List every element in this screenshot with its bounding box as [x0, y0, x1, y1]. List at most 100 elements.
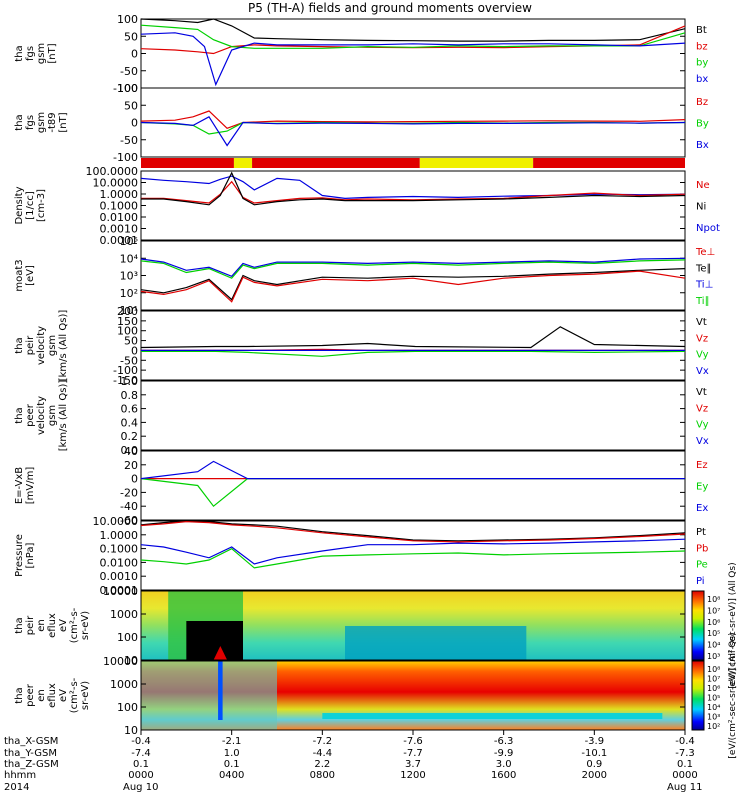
time-axis-row-label: 2014: [4, 782, 29, 793]
y-axis-label: [eV]: [25, 265, 36, 286]
legend-label: Vt: [696, 387, 707, 398]
series-line: [140, 257, 686, 278]
y-axis-label: eV: [58, 689, 69, 702]
legend-label: Vy: [696, 420, 709, 431]
panel-6: 1.00.80.60.40.20.0 tha peer velocity gsm [km/…: [14, 375, 709, 457]
spectrogram-fill: [213, 646, 228, 660]
mode-segment: [141, 158, 234, 168]
x-tick-label: 3.7: [405, 759, 421, 770]
y-tick-label: 100: [117, 325, 138, 338]
legend-label: Te∥: [695, 263, 712, 274]
panel-3: 100.000010.00001.00000.10000.01000.00100…: [14, 165, 720, 247]
legend-label: By: [696, 119, 709, 130]
y-tick-label: 0.0100: [100, 211, 139, 224]
x-tick-label: -0.4: [131, 736, 151, 747]
colorbar-tick-label: 10³: [707, 652, 720, 661]
y-axis-label: en: [36, 689, 47, 702]
y-tick-label: 10¹: [120, 304, 138, 317]
series-line: [140, 520, 686, 543]
y-axis-label: moat3: [14, 259, 25, 291]
y-axis-label: sr-eV): [80, 611, 91, 640]
y-tick-label: 0.0010: [100, 570, 139, 583]
y-tick-label: 150: [117, 315, 138, 328]
panel-frame: [140, 590, 686, 661]
series-line: [140, 478, 685, 508]
series-line: [141, 180, 686, 204]
y-tick-label: 0: [131, 473, 138, 486]
legend-label: Ne: [696, 180, 710, 191]
colorbar-tick-label: 10⁷: [707, 675, 720, 684]
x-tick-label: 0400: [219, 770, 244, 781]
legend-label: Pe: [696, 560, 708, 571]
y-axis-label: [km/s (All Qs)]: [58, 310, 69, 382]
legend-label: Vx: [696, 436, 709, 447]
y-axis-label: [nPa]: [25, 542, 36, 568]
time-axis-row-label: hhmm: [4, 770, 36, 781]
y-tick-label: -50: [120, 65, 138, 78]
y-tick-label: -100: [113, 364, 138, 377]
y-tick-label: -50: [120, 354, 138, 367]
legend-label: Ex: [696, 503, 708, 514]
y-tick-label: 10²: [120, 287, 138, 300]
x-tick-label: -7.2: [313, 736, 333, 747]
x-tick-label: 0.1: [224, 759, 240, 770]
series-line: [140, 24, 686, 49]
series-line: [140, 259, 686, 279]
panel-4: 10⁵ 10⁴ 10³ 10² 10¹ moat3 [eV] Te⊥ Te∥ Ti⊥ Ti∥: [14, 235, 715, 317]
y-tick-label: 0.0010: [100, 223, 139, 236]
mode-segment: [533, 158, 685, 168]
legend-label: Pb: [696, 543, 708, 554]
y-axis-label: eV: [58, 619, 69, 632]
y-tick-label: 0.0100: [100, 556, 139, 569]
y-tick-label: 0.2: [121, 430, 139, 443]
y-tick-label: 1.0: [121, 375, 139, 388]
series-line: [140, 268, 686, 301]
y-tick-label: 0: [131, 344, 138, 357]
y-tick-label: -40: [120, 500, 138, 513]
legend-label: Ti∥: [695, 296, 710, 307]
y-axis-label: tha: [14, 337, 25, 353]
y-axis-label: E=-VxB: [14, 467, 25, 504]
series-line: [140, 270, 686, 303]
spectrogram-fill: [345, 626, 527, 660]
y-tick-label: 0.0: [121, 444, 139, 457]
y-axis-label: velocity: [36, 326, 47, 365]
y-tick-label: 0.0001: [100, 234, 139, 247]
mode-segment: [233, 158, 253, 168]
y-axis-label: Density: [14, 186, 25, 224]
legend-label: Ti⊥: [695, 280, 713, 291]
y-tick-label: 100.0000: [86, 165, 139, 178]
colorbar-tick-label: 10⁸: [707, 595, 720, 604]
x-tick-label: -10.1: [581, 748, 607, 759]
colorbar-tick-label: 10⁵: [707, 629, 720, 638]
y-axis-label: Pressure: [14, 534, 25, 577]
y-axis-label: [nT]: [47, 43, 58, 63]
y-tick-label: -20: [120, 486, 138, 499]
y-axis-label: tha: [14, 407, 25, 423]
y-axis-label: [1/cc]: [25, 191, 36, 220]
x-tick-label: -0.4: [675, 736, 695, 747]
legend-label: Vt: [696, 317, 707, 328]
x-tick-label: 1200: [400, 770, 425, 781]
x-tick-label: Aug 10: [123, 782, 158, 793]
legend-label: Vx: [696, 366, 709, 377]
y-axis-label: en: [36, 619, 47, 632]
legend-label: Pt: [696, 527, 706, 538]
y-tick-label: 0.1000: [100, 543, 139, 556]
mode-segment: [252, 158, 420, 168]
x-tick-label: 0.1: [133, 759, 149, 770]
x-tick-label: -7.3: [675, 748, 695, 759]
y-tick-label: 0: [131, 48, 138, 61]
y-axis-label: [km/s (All Qs)]: [58, 380, 69, 452]
y-tick-label: 50: [124, 99, 138, 112]
x-tick-label: -7.4: [131, 748, 151, 759]
y-axis-label: tha: [14, 687, 25, 703]
colorbar-tick-label: 10³: [707, 713, 720, 722]
y-axis-label: sr-eV): [80, 681, 91, 710]
x-tick-label: -9.9: [494, 748, 514, 759]
x-tick-label: 0.9: [586, 759, 602, 770]
x-tick-label: -2.1: [222, 736, 242, 747]
mode-segment: [419, 158, 534, 168]
